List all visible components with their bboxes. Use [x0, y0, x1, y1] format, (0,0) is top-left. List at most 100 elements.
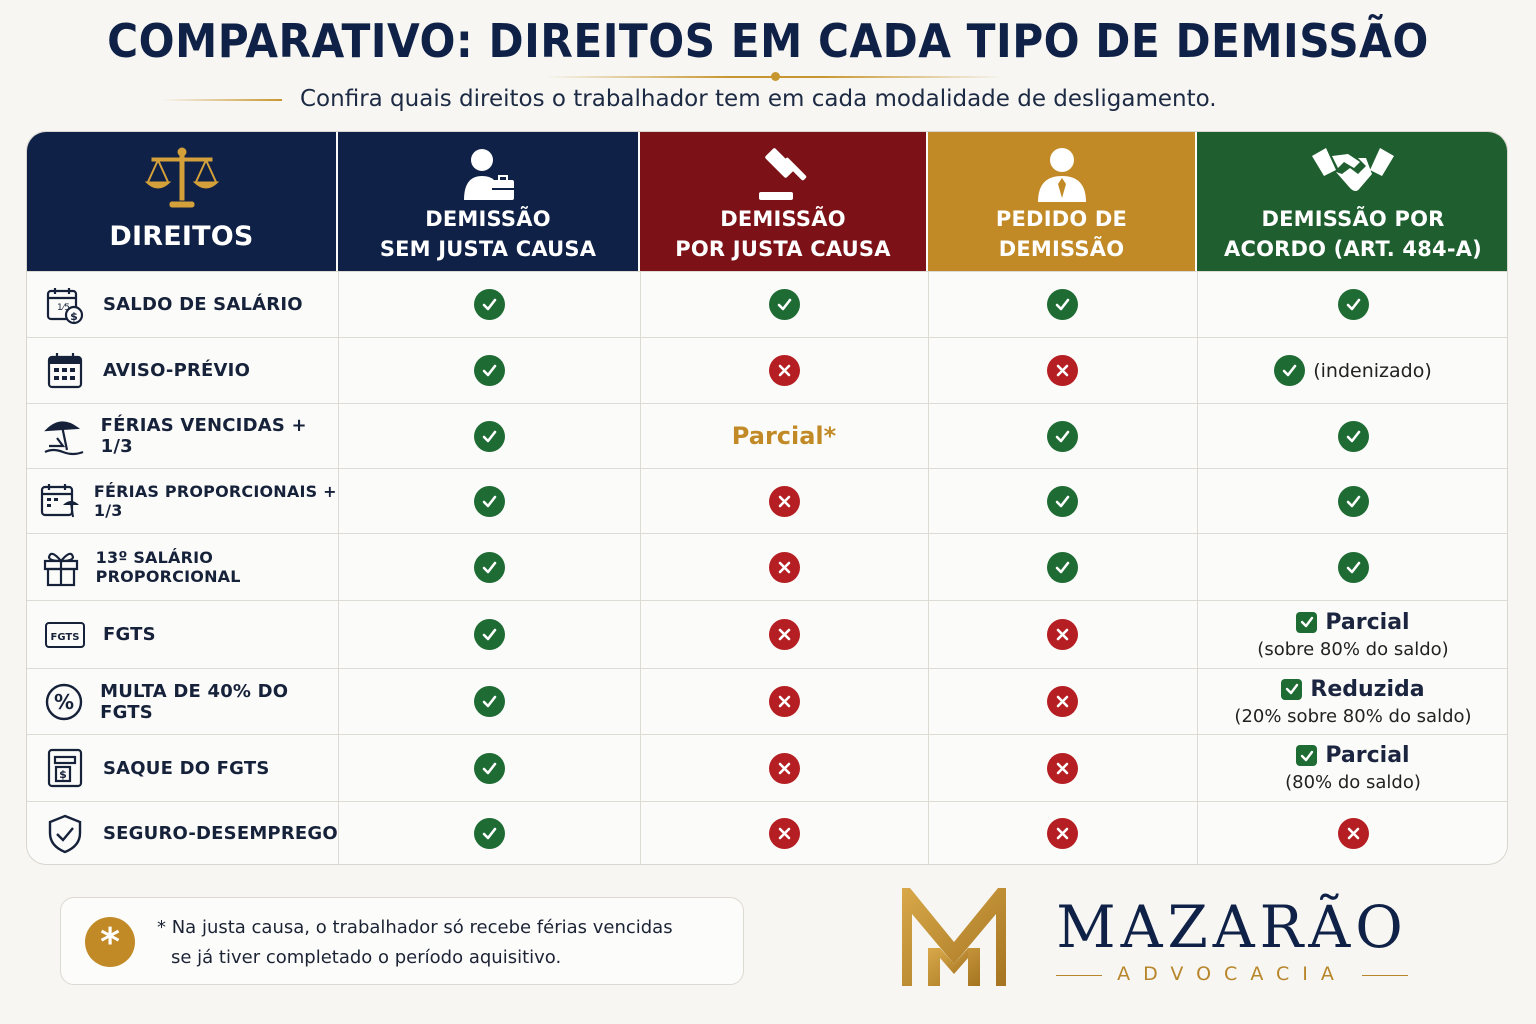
row-label-text: MULTA DE 40% DO FGTS	[100, 680, 289, 723]
column-header-4: DEMISSÃO POR ACORDO (ART. 484-A)	[1197, 132, 1507, 271]
table-cell	[928, 669, 1197, 734]
scales-icon	[27, 146, 336, 208]
cross-icon	[768, 551, 800, 583]
table-cell: Parcial (80% do saldo)	[1197, 735, 1507, 801]
row-label-text: FGTS	[103, 624, 156, 645]
table-row: 13º SALÁRIO PROPORCIONAL	[27, 533, 1507, 600]
cross-icon	[1047, 619, 1078, 650]
partial-title: Parcial	[1325, 743, 1410, 768]
handshake-icon	[1197, 144, 1507, 206]
table-cell	[928, 735, 1197, 801]
cross-icon	[768, 752, 800, 784]
column-header-label: DIREITOS	[109, 221, 254, 252]
table-cell: Reduzida (20% sobre 80% do saldo)	[1197, 669, 1507, 734]
check-icon	[1047, 289, 1078, 320]
table-cell	[338, 802, 640, 864]
check-icon	[473, 619, 505, 650]
check-icon	[1047, 485, 1078, 517]
partial-title: Parcial	[1325, 609, 1410, 635]
table-cell	[928, 338, 1197, 403]
table-cell	[338, 469, 640, 533]
table-cell	[338, 534, 640, 600]
brand-logo-icon	[902, 888, 1006, 986]
check-icon	[1047, 420, 1078, 452]
table-cell	[338, 338, 640, 403]
table-cell	[928, 534, 1197, 600]
column-header-label: DEMISSÃO SEM JUSTA CAUSA	[379, 207, 597, 261]
check-icon	[1047, 551, 1078, 583]
gift-icon	[27, 547, 96, 587]
table-cell	[1197, 802, 1507, 864]
table-cell	[640, 735, 928, 801]
check-icon	[1337, 485, 1369, 517]
title-divider-dot	[771, 72, 780, 81]
cross-icon	[1047, 686, 1078, 717]
table-cell	[1197, 404, 1507, 468]
brand-rule-left	[1056, 975, 1102, 976]
comparison-table: DIREITOS DEMISSÃO SEM JUSTA CAUSA DEMISSÃO…	[26, 131, 1508, 865]
checkbox-check-icon	[1296, 611, 1318, 633]
asterisk-icon: *	[85, 917, 135, 967]
person-tie-icon	[928, 144, 1195, 206]
cross-icon	[768, 818, 800, 849]
row-label-text: FÉRIAS PROPORCIONAIS + 1/3	[93, 482, 337, 520]
row-label-text: SALDO DE SALÁRIO	[103, 294, 303, 315]
table-cell	[640, 469, 928, 533]
table-row: AVISO-PRÉVIO (indenizado)	[27, 337, 1507, 403]
table-cell	[928, 469, 1197, 533]
table-cell	[640, 272, 928, 337]
table-cell	[640, 601, 928, 668]
cross-icon	[768, 355, 800, 386]
table-row: $1⁄5 SALDO DE SALÁRIO	[27, 271, 1507, 337]
footnote-box: * * Na justa causa, o trabalhador só rec…	[60, 897, 744, 985]
row-label: SEGURO-DESEMPREGO	[27, 802, 338, 864]
partial-detail: (80% do saldo)	[1285, 772, 1421, 793]
row-label: FÉRIAS VENCIDAS + 1/3	[27, 404, 338, 468]
calendar-beach-icon	[27, 481, 94, 521]
check-icon	[1337, 289, 1369, 320]
check-icon	[473, 355, 505, 386]
partial-detail: (sobre 80% do saldo)	[1257, 638, 1449, 660]
percent-icon: %	[27, 682, 100, 722]
table-cell	[338, 669, 640, 734]
column-header-2: DEMISSÃO POR JUSTA CAUSA	[640, 132, 926, 271]
table-cell	[928, 272, 1197, 337]
table-cell	[1197, 534, 1507, 600]
column-header-3: PEDIDO DE DEMISSÃO	[928, 132, 1195, 271]
brand-tagline: ADVOCACIA	[1117, 963, 1347, 985]
brand-name: MAZARÃO	[1056, 893, 1408, 961]
svg-text:$: $	[70, 310, 78, 323]
check-icon	[1337, 420, 1369, 452]
check-icon	[473, 485, 505, 517]
table-cell	[640, 802, 928, 864]
fgts-card-icon: FGTS	[27, 620, 103, 650]
row-label-text: SAQUE DO FGTS	[103, 757, 270, 779]
check-icon	[473, 420, 505, 452]
subtitle-divider	[162, 99, 282, 101]
partial-value: Parcial (sobre 80% do saldo)	[1257, 610, 1448, 660]
shield-check-icon	[27, 813, 103, 855]
check-icon	[1337, 551, 1369, 583]
partial-value: Reduzida (20% sobre 80% do saldo)	[1234, 677, 1471, 727]
row-label: $1⁄5 SALDO DE SALÁRIO	[27, 272, 338, 337]
table-cell	[640, 669, 928, 734]
brand-rule-right	[1362, 975, 1408, 976]
calendar-icon	[27, 351, 103, 391]
svg-text:1⁄5: 1⁄5	[57, 303, 70, 313]
row-label: 13º SALÁRIO PROPORCIONAL	[27, 534, 338, 600]
check-icon	[473, 289, 505, 320]
page-title: COMPARATIVO: DIREITOS EM CADA TIPO DE DE…	[107, 14, 1429, 68]
check-icon	[768, 289, 800, 320]
check-icon	[473, 686, 505, 717]
svg-text:FGTS: FGTS	[51, 632, 80, 643]
table-row: $ SAQUE DO FGTS Parcial (80% do saldo)	[27, 734, 1507, 801]
footnote-line-2: se já tiver completado o período aquisit…	[171, 947, 562, 968]
check-icon	[473, 551, 505, 583]
table-row: FGTS FGTS Parcial (sobre 80% do saldo)	[27, 600, 1507, 668]
worker-briefcase-icon	[338, 144, 638, 206]
column-header-label: DEMISSÃO POR JUSTA CAUSA	[675, 207, 891, 261]
table-cell: Parcial (sobre 80% do saldo)	[1197, 601, 1507, 668]
cross-icon	[768, 485, 800, 517]
column-divider	[928, 271, 929, 864]
table-row: % MULTA DE 40% DO FGTS Reduzida (20% sobre …	[27, 668, 1507, 734]
